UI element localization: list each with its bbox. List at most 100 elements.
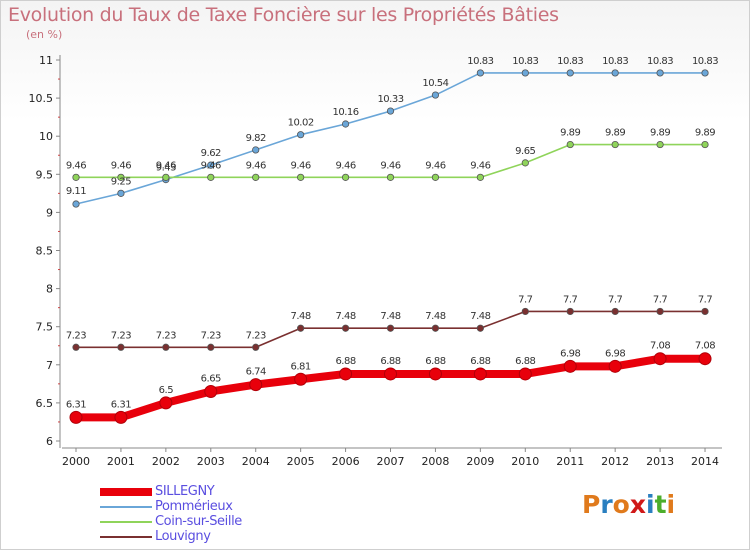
x-tick-label: 2013 — [646, 455, 674, 468]
x-tick-label: 2014 — [691, 455, 719, 468]
data-point — [476, 69, 484, 77]
data-point — [566, 307, 574, 316]
data-label: 6.31 — [111, 399, 131, 410]
data-label: 9.46 — [291, 160, 311, 171]
data-point — [656, 307, 664, 316]
data-point — [69, 410, 83, 424]
data-label: 7.48 — [380, 311, 400, 322]
logo-letter: o — [612, 490, 630, 519]
data-point — [431, 91, 440, 99]
data-point — [701, 69, 709, 77]
data-point — [162, 173, 170, 181]
data-label: 7.23 — [66, 330, 86, 341]
data-point — [566, 140, 574, 149]
y-tick-label: 10.5 — [29, 92, 54, 105]
data-point — [476, 324, 484, 332]
data-label: 6.5 — [159, 385, 174, 396]
data-point — [386, 173, 395, 181]
data-label: 9.25 — [111, 176, 131, 187]
data-point — [384, 367, 398, 381]
data-label: 9.89 — [695, 128, 715, 139]
legend-label: Louvigny — [155, 529, 211, 544]
data-label: 10.16 — [333, 107, 359, 118]
data-label: 7.48 — [335, 311, 355, 322]
data-label: 7.23 — [246, 330, 266, 341]
x-tick-label: 2000 — [62, 455, 90, 468]
y-tick-label: 11 — [39, 54, 53, 67]
data-label: 6.88 — [380, 356, 400, 367]
data-point — [386, 324, 395, 332]
data-label: 10.83 — [467, 56, 493, 67]
data-point — [518, 367, 532, 381]
x-tick-label: 2008 — [421, 455, 449, 468]
data-label: 6.88 — [425, 356, 445, 367]
data-label: 10.54 — [422, 78, 448, 89]
x-tick-label: 2002 — [152, 455, 180, 468]
y-tick-label: 10 — [39, 130, 53, 143]
data-label: 9.89 — [560, 128, 580, 139]
logo-letter: i — [646, 490, 655, 519]
y-tick-label: 8 — [46, 283, 53, 296]
data-label: 9.82 — [246, 133, 266, 144]
x-tick-label: 2006 — [332, 455, 360, 468]
data-point — [72, 173, 80, 181]
data-point — [473, 367, 487, 381]
data-point — [207, 343, 215, 351]
data-point — [159, 396, 173, 410]
data-point — [656, 69, 664, 77]
data-point — [386, 107, 395, 115]
data-label: 10.33 — [377, 94, 403, 105]
data-label: 6.31 — [66, 399, 86, 410]
data-label: 6.81 — [291, 361, 311, 372]
data-point — [114, 410, 128, 424]
data-point — [431, 324, 440, 332]
data-label: 9.46 — [246, 160, 266, 171]
data-label: 9.46 — [111, 160, 131, 171]
data-label: 10.83 — [602, 56, 628, 67]
data-label: 10.83 — [557, 56, 583, 67]
data-point — [611, 140, 619, 149]
data-label: 9.46 — [380, 160, 400, 171]
legend-swatch — [100, 488, 152, 496]
legend-swatch — [100, 536, 152, 538]
data-label: 7.23 — [111, 330, 131, 341]
y-tick-label: 8.5 — [36, 245, 54, 258]
data-label: 7.08 — [695, 341, 715, 352]
y-tick-label: 9 — [46, 206, 53, 219]
data-label: 9.65 — [515, 146, 535, 157]
x-tick-label: 2003 — [197, 455, 225, 468]
data-label: 10.83 — [512, 56, 538, 67]
data-point — [608, 359, 622, 373]
data-label: 9.11 — [66, 186, 86, 197]
data-label: 9.46 — [335, 160, 355, 171]
data-point — [611, 307, 619, 316]
logo-letter: P — [582, 490, 601, 519]
data-label: 9.46 — [66, 160, 86, 171]
data-label: 6.88 — [335, 356, 355, 367]
data-label: 7.48 — [425, 311, 445, 322]
data-label: 6.74 — [246, 367, 266, 378]
data-point — [521, 159, 529, 167]
data-point — [701, 307, 709, 316]
x-tick-label: 2007 — [377, 455, 405, 468]
logo-letter: x — [629, 490, 646, 519]
data-point — [341, 324, 350, 332]
data-point — [701, 140, 709, 149]
data-label: 10.02 — [288, 118, 314, 129]
data-label: 9.62 — [201, 148, 221, 159]
x-tick-label: 2012 — [601, 455, 629, 468]
data-label: 9.46 — [201, 160, 221, 171]
data-label: 6.88 — [515, 356, 535, 367]
data-point — [294, 372, 308, 386]
data-label: 7.7 — [563, 294, 578, 305]
data-point — [428, 367, 442, 381]
proxiti-logo: Proxiti — [582, 490, 675, 519]
x-tick-label: 2009 — [466, 455, 494, 468]
data-label: 7.48 — [470, 311, 490, 322]
data-point — [656, 140, 664, 149]
x-tick-label: 2010 — [511, 455, 539, 468]
data-label: 6.65 — [201, 373, 221, 384]
y-tick-label: 7.5 — [36, 321, 54, 334]
legend-label: Pommérieux — [155, 499, 233, 514]
